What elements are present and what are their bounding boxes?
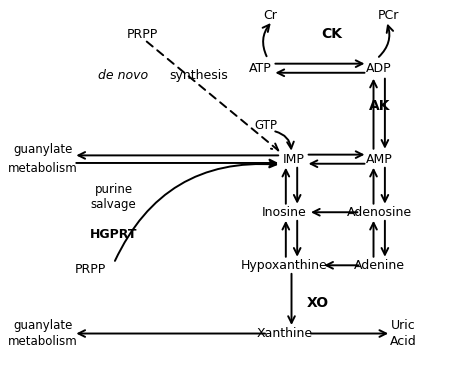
Text: synthesis: synthesis — [170, 69, 228, 82]
Text: Adenine: Adenine — [354, 259, 405, 272]
Text: PCr: PCr — [378, 9, 400, 22]
Text: IMP: IMP — [283, 153, 305, 166]
Text: de novo: de novo — [98, 69, 148, 82]
Text: Cr: Cr — [263, 9, 277, 22]
Text: Inosine: Inosine — [262, 206, 307, 219]
Text: purine: purine — [95, 183, 133, 196]
Text: XO: XO — [307, 296, 328, 310]
Text: AMP: AMP — [366, 153, 392, 166]
Text: PRPP: PRPP — [127, 28, 158, 41]
Text: Adenosine: Adenosine — [346, 206, 412, 219]
Text: HGPRT: HGPRT — [90, 229, 137, 241]
Text: Uric: Uric — [391, 319, 415, 332]
Text: Xanthine: Xanthine — [256, 327, 312, 340]
Text: CK: CK — [321, 27, 342, 41]
Text: AK: AK — [368, 99, 390, 113]
Text: Hypoxanthine: Hypoxanthine — [241, 259, 328, 272]
Text: ATP: ATP — [249, 62, 272, 75]
Text: guanylate: guanylate — [13, 143, 73, 156]
Text: guanylate: guanylate — [13, 319, 73, 332]
Text: metabolism: metabolism — [8, 162, 78, 175]
Text: PRPP: PRPP — [74, 263, 106, 276]
Text: ADP: ADP — [366, 62, 392, 75]
Text: salvage: salvage — [91, 198, 137, 211]
Text: GTP: GTP — [254, 119, 277, 132]
Text: Acid: Acid — [390, 335, 416, 348]
Text: metabolism: metabolism — [8, 335, 78, 348]
